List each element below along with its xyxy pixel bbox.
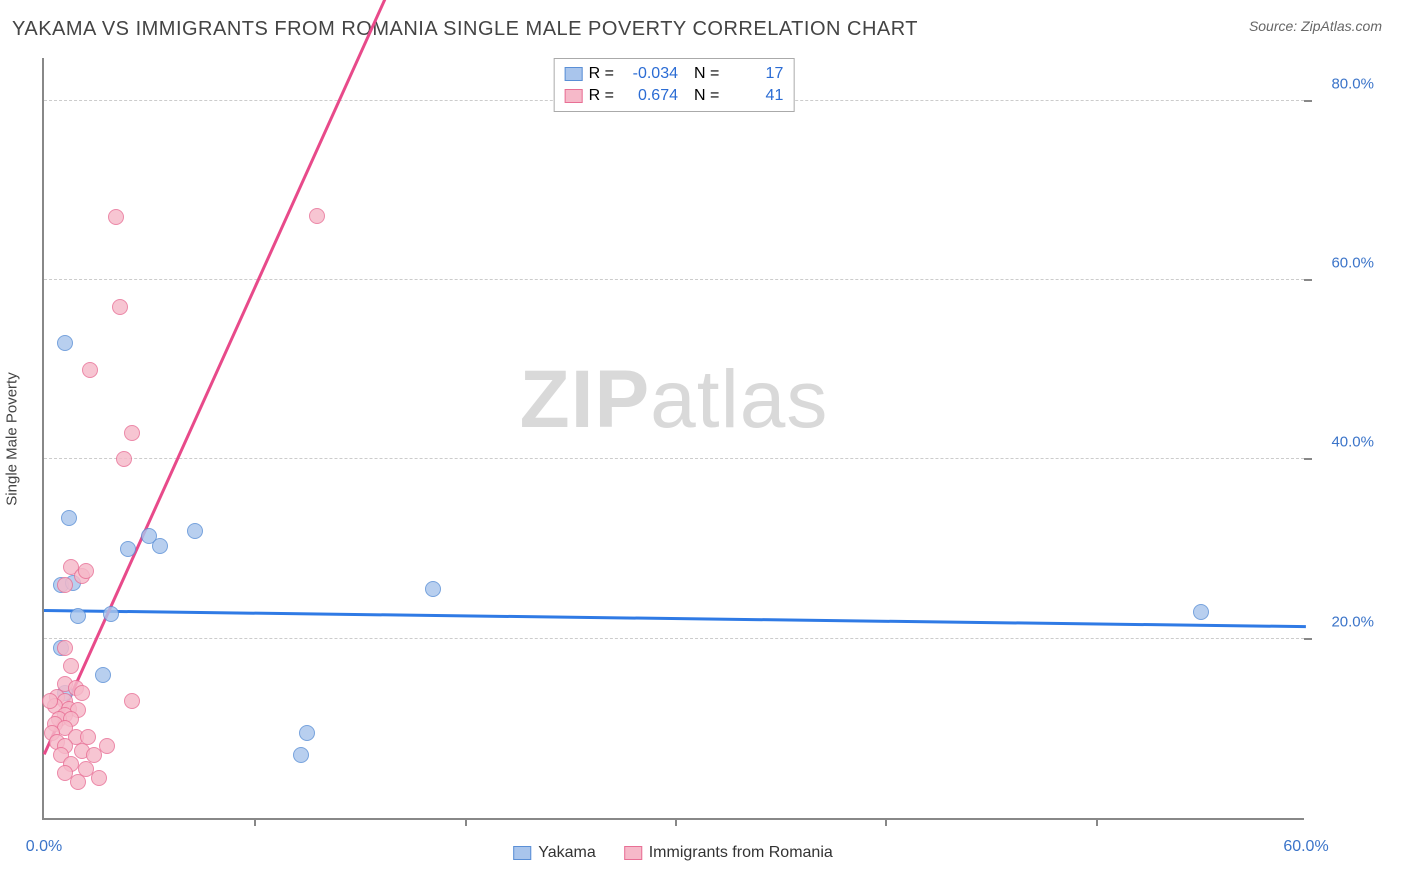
data-point xyxy=(70,608,86,624)
data-point xyxy=(61,510,77,526)
gridline-h xyxy=(44,279,1304,280)
plot-area: ZIPatlas R = -0.034N = 17R = 0.674N = 41… xyxy=(42,58,1304,820)
data-point xyxy=(112,299,128,315)
y-axis-label: Single Male Poverty xyxy=(4,372,21,505)
y-tick-label: 80.0% xyxy=(1314,75,1374,92)
correlation-legend: R = -0.034N = 17R = 0.674N = 41 xyxy=(554,58,795,112)
x-tick-label: 60.0% xyxy=(1283,838,1328,856)
legend-item: Yakama xyxy=(513,844,596,862)
chart-area: Single Male Poverty ZIPatlas R = -0.034N… xyxy=(42,58,1304,820)
data-point xyxy=(82,362,98,378)
legend-item: Immigrants from Romania xyxy=(624,844,833,862)
data-point xyxy=(124,693,140,709)
watermark: ZIPatlas xyxy=(520,353,829,447)
y-tick-label: 20.0% xyxy=(1314,613,1374,630)
data-point xyxy=(57,640,73,656)
data-point xyxy=(309,208,325,224)
legend-swatch xyxy=(565,89,583,103)
legend-stat-row: R = -0.034N = 17 xyxy=(565,63,784,85)
data-point xyxy=(42,693,58,709)
data-point xyxy=(103,606,119,622)
data-point xyxy=(293,747,309,763)
data-point xyxy=(1193,604,1209,620)
data-point xyxy=(187,523,203,539)
gridline-h xyxy=(44,458,1304,459)
data-point xyxy=(124,425,140,441)
data-point xyxy=(70,774,86,790)
legend-swatch xyxy=(513,846,531,860)
data-point xyxy=(120,541,136,557)
data-point xyxy=(57,577,73,593)
data-point xyxy=(108,209,124,225)
data-point xyxy=(95,667,111,683)
y-tick-label: 40.0% xyxy=(1314,434,1374,451)
x-tick-label: 0.0% xyxy=(26,838,62,856)
data-point xyxy=(152,538,168,554)
series-legend: Yakama Immigrants from Romania xyxy=(513,844,833,862)
y-tick-label: 60.0% xyxy=(1314,255,1374,272)
data-point xyxy=(425,581,441,597)
source-label: Source: ZipAtlas.com xyxy=(1249,18,1382,34)
data-point xyxy=(63,658,79,674)
legend-swatch xyxy=(565,67,583,81)
data-point xyxy=(91,770,107,786)
trend-line xyxy=(43,0,1307,755)
data-point xyxy=(57,335,73,351)
data-point xyxy=(299,725,315,741)
data-point xyxy=(74,685,90,701)
legend-stat-row: R = 0.674N = 41 xyxy=(565,85,784,107)
data-point xyxy=(78,563,94,579)
chart-title: YAKAMA VS IMMIGRANTS FROM ROMANIA SINGLE… xyxy=(12,18,918,41)
trend-line xyxy=(44,609,1306,628)
gridline-h xyxy=(44,638,1304,639)
legend-swatch xyxy=(624,846,642,860)
data-point xyxy=(116,451,132,467)
